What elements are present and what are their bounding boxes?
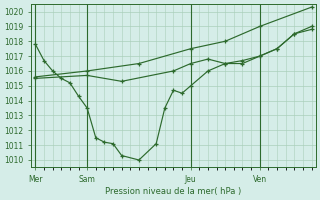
X-axis label: Pression niveau de la mer( hPa ): Pression niveau de la mer( hPa ) <box>105 187 242 196</box>
